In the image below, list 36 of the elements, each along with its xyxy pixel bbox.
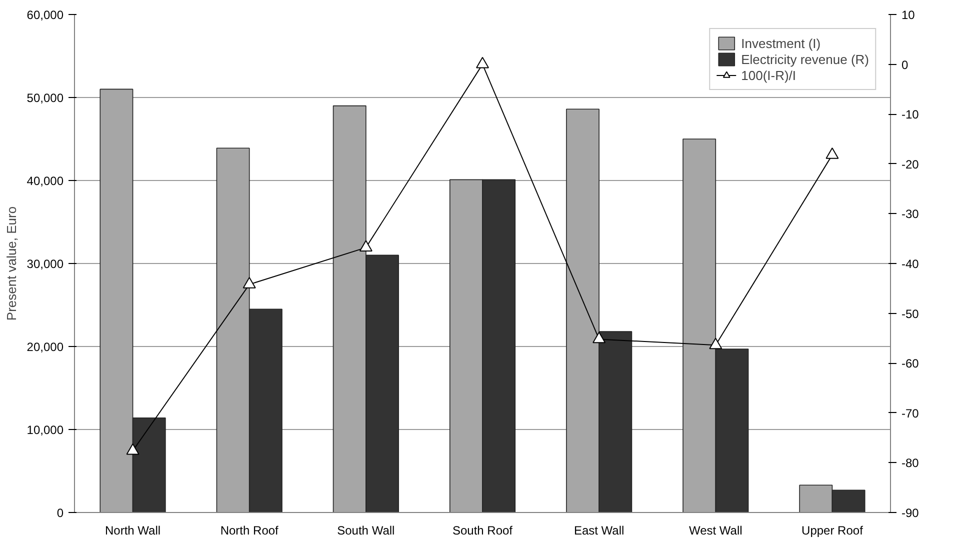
x-tick-label: North Roof: [220, 524, 280, 538]
y-tick-label: 20,000: [26, 340, 64, 354]
y2-tick-label: -50: [902, 306, 920, 321]
y2-tick-label: -90: [902, 506, 920, 520]
y2-tick-label: -10: [902, 108, 920, 122]
y2-tick-label: 0: [902, 58, 908, 72]
x-tick-label: North Wall: [105, 524, 161, 538]
legend-label: Investment (I): [741, 35, 821, 51]
y-tick-label: 10,000: [26, 423, 64, 437]
y2-tick-label: -80: [902, 456, 920, 470]
legend-label: 100(I-R)/I: [741, 67, 796, 83]
y-axis-title: Present value, Euro: [4, 206, 19, 321]
y-tick-label: 50,000: [26, 91, 64, 105]
y-tick-label: 60,000: [26, 8, 64, 22]
legend-label: Electricity revenue (R): [741, 51, 869, 67]
x-tick-label: East Wall: [574, 524, 624, 538]
y2-tick-label: -60: [902, 356, 920, 371]
y2-tick-label: 10: [902, 8, 916, 22]
x-tick-label: Upper Roof: [802, 524, 864, 538]
point: [826, 148, 839, 159]
y2-tick-label: -70: [902, 406, 920, 420]
y-tick-label: 40,000: [26, 174, 64, 188]
point: [242, 276, 256, 288]
y-tick-label: 0: [56, 506, 64, 520]
point: [359, 240, 372, 252]
x-tick-label: West Wall: [688, 524, 742, 538]
point: [476, 56, 489, 68]
x-tick-label: South Roof: [452, 524, 514, 538]
x-tick-label: South Wall: [337, 524, 395, 538]
point: [126, 443, 140, 455]
y2-tick-label: -30: [902, 207, 920, 222]
y-tick-label: 30,000: [26, 257, 64, 271]
point: [592, 332, 606, 344]
point: [709, 338, 722, 350]
y2-tick-label: -40: [902, 257, 920, 271]
y2-tick-label: -20: [902, 157, 920, 172]
